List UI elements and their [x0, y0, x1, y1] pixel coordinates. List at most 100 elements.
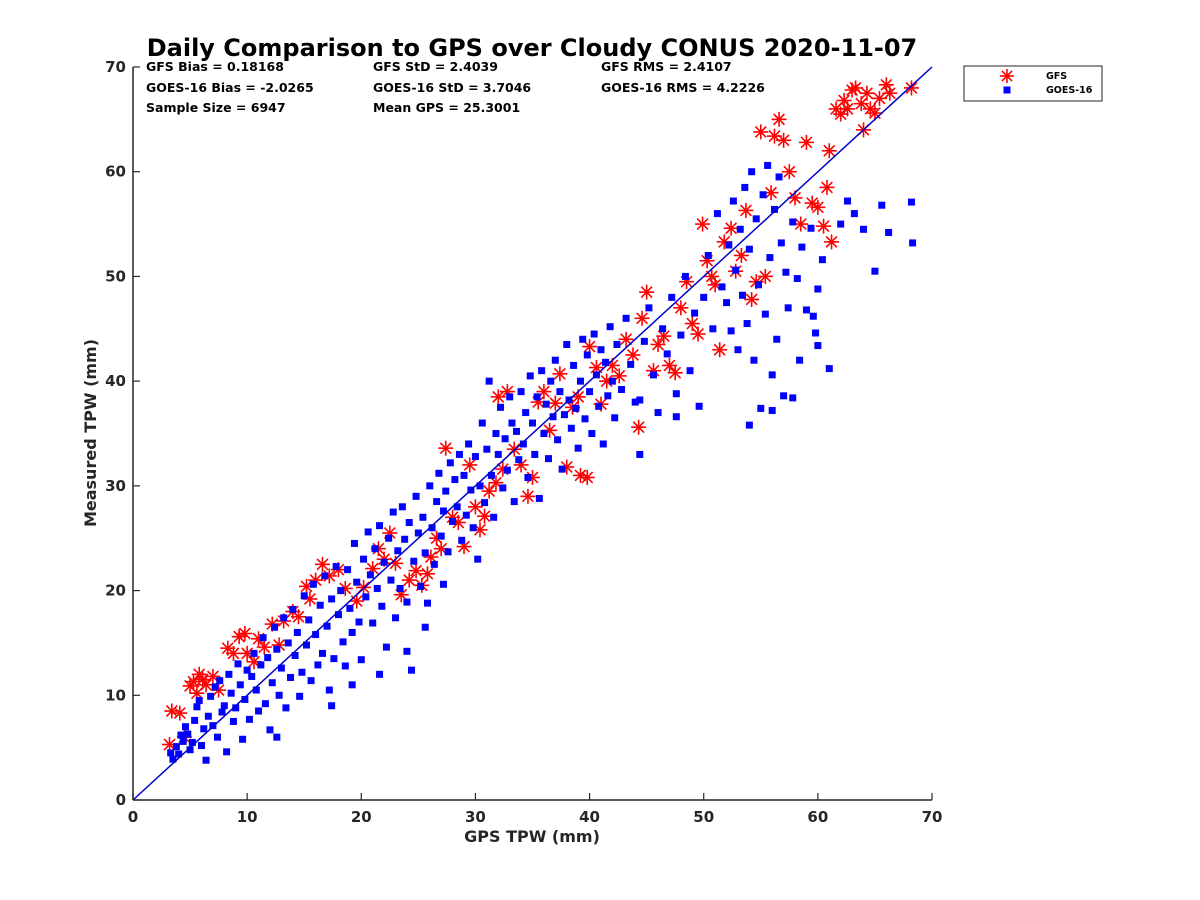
gfs-point: [520, 488, 536, 504]
axes: [132, 67, 932, 801]
goes16-point: [261, 700, 269, 708]
goes16-point: [485, 377, 493, 385]
goes16-point: [332, 562, 340, 570]
goes16-point: [764, 161, 772, 169]
goes16-point: [478, 419, 486, 427]
goes16-point: [204, 712, 212, 720]
goes16-point: [223, 748, 231, 756]
goes16-point: [551, 356, 559, 364]
goes16-point: [602, 358, 610, 366]
gfs-point: [882, 85, 898, 101]
goes16-point: [449, 517, 457, 525]
goes16-point: [755, 281, 763, 289]
gfs-point: [314, 556, 330, 572]
goes16-point: [444, 548, 452, 556]
goes16-point: [490, 513, 498, 521]
gfs-point: [198, 677, 214, 693]
stat-gfs-std: GFS StD = 2.4039: [373, 59, 498, 74]
goes16-point: [257, 661, 265, 669]
goes16-point: [672, 413, 680, 421]
x-axis-label: GPS TPW (mm): [464, 827, 600, 846]
gfs-point: [903, 80, 919, 96]
goes16-point: [784, 304, 792, 312]
goes16-point: [385, 534, 393, 542]
goes16-point: [604, 392, 612, 400]
x-tick-label: 60: [807, 808, 828, 826]
goes16-point: [293, 628, 301, 636]
goes16-point: [631, 398, 639, 406]
goes16-point: [344, 566, 352, 574]
goes16-point: [599, 440, 607, 448]
goes16-point: [748, 168, 756, 176]
goes16-point: [704, 251, 712, 259]
gfs-point: [189, 685, 205, 701]
legend-box: [963, 65, 1103, 102]
legend: GFS GOES-16: [963, 65, 1103, 102]
stat-sample-size: Sample Size = 6947: [146, 100, 286, 115]
goes16-point: [844, 197, 852, 205]
goes16-point: [677, 331, 685, 339]
x-tick-label: 50: [693, 808, 714, 826]
goes16-point: [686, 367, 694, 375]
goes16-point: [695, 402, 703, 410]
goes16-point: [410, 557, 418, 565]
goes16-point: [567, 424, 575, 432]
goes16-point: [513, 427, 521, 435]
x-tick-label: 70: [922, 808, 943, 826]
goes16-point: [494, 450, 502, 458]
x-tick-label: 20: [351, 808, 372, 826]
goes16-point: [364, 528, 372, 536]
legend-gfs-asterisk: [1000, 69, 1014, 83]
goes16-point: [403, 647, 411, 655]
goes16-point: [818, 256, 826, 264]
goes16-point: [414, 529, 422, 537]
goes16-point: [588, 430, 596, 437]
goes16-point: [264, 654, 272, 662]
gfs-point: [712, 342, 728, 358]
gfs-point: [824, 234, 840, 250]
goes16-point: [649, 371, 657, 379]
goes16-point: [780, 392, 788, 400]
stats-block: GFS Bias = 0.18168 GFS StD = 2.4039 GFS …: [146, 59, 765, 115]
ticks: 0 10 20 30 40 50 60 70 0 10 20 30 40 50 60 70: [105, 58, 942, 826]
goes16-point: [193, 703, 201, 711]
goes16-point: [581, 415, 589, 423]
goes16-point: [837, 220, 845, 228]
goes16-point: [437, 532, 445, 540]
goes16-point: [373, 584, 381, 592]
goes16-point: [380, 558, 388, 566]
gfs-point: [753, 124, 769, 140]
goes16-point: [248, 672, 256, 680]
gfs-point: [536, 384, 552, 400]
gfs-point: [723, 220, 739, 236]
goes16-point: [280, 614, 288, 622]
gfs-point: [684, 316, 700, 332]
goes16-point: [510, 498, 518, 506]
goes16-point: [734, 346, 742, 354]
goes16-point: [878, 201, 886, 209]
goes16-point: [590, 330, 598, 338]
y-axis-label: Measured TPW (mm): [81, 339, 100, 527]
legend-gfs-marker: [1000, 69, 1014, 83]
goes16-point: [417, 582, 425, 590]
goes16-point: [499, 484, 507, 492]
goes16-point: [439, 507, 447, 515]
chart-title: Daily Comparison to GPS over Cloudy CONU…: [147, 34, 918, 62]
goes16-point: [296, 692, 304, 700]
goes16-point: [403, 598, 411, 606]
gfs-point: [667, 365, 683, 381]
goes16-point: [366, 571, 374, 579]
gfs-point: [579, 469, 595, 485]
goes16-point: [376, 670, 384, 678]
goes16-point: [739, 291, 747, 299]
goes16-point: [302, 641, 310, 649]
goes16-point: [725, 241, 733, 249]
goes16-point: [663, 350, 671, 358]
goes16-point: [346, 604, 354, 612]
goes16-point: [503, 466, 511, 474]
x-tick-label: 0: [128, 808, 138, 826]
goes16-point: [659, 325, 667, 333]
goes16-point: [885, 228, 893, 236]
goes16-point: [234, 660, 242, 668]
